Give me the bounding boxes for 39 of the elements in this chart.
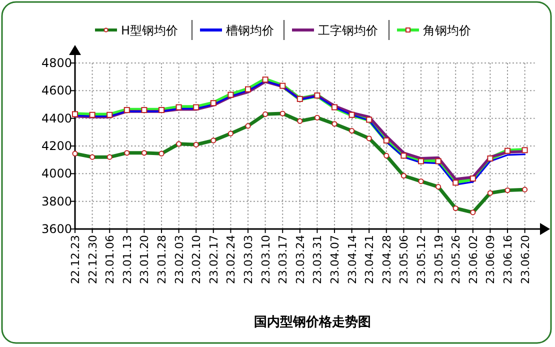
y-tick-label: 4800 (41, 56, 72, 70)
x-tick-label: 23.03.17 (276, 235, 290, 284)
x-tick-label: 22.12.23 (69, 235, 82, 284)
x-tick-label: 23.06.02 (466, 235, 480, 284)
x-tick-label: 23.06.20 (518, 235, 532, 284)
x-tick-label: 23.03.24 (294, 235, 307, 284)
y-tick-label: 4200 (41, 139, 72, 153)
x-tick-label: 23.05.12 (415, 235, 428, 284)
y-tick-label: 4400 (41, 111, 72, 126)
x-tick-label: 23.03.03 (242, 235, 255, 284)
text: 国内型钢价格走势图 (254, 314, 371, 330)
x-tick-label: 23.02.24 (224, 235, 238, 284)
x-tick-label: 23.01.06 (104, 235, 117, 284)
legend-label: 槽钢均价 (226, 24, 274, 38)
y-tick-label: 4600 (41, 84, 72, 98)
y-tick-label: 3800 (41, 194, 72, 208)
x-tick-label: 23.04.14 (346, 235, 359, 284)
x-tick-label: 23.02.03 (172, 235, 186, 284)
legend-label: 工字钢均价 (318, 24, 378, 38)
x-tick-label: 23.03.10 (259, 235, 272, 284)
x-tick-label: 23.05.19 (432, 235, 446, 284)
y-tick-label: 4000 (41, 166, 72, 181)
x-tick-label: 23.05.26 (450, 235, 463, 284)
x-tick-label: 23.02.10 (190, 235, 204, 284)
x-tick-label: 23.01.13 (120, 235, 134, 284)
x-tick-label: 23.03.31 (311, 235, 324, 284)
legend-label: 角钢均价 (423, 24, 471, 38)
y-tick-label: 3600 (41, 222, 72, 236)
x-tick-label: 23.06.16 (502, 235, 514, 284)
x-tick-label: 23.04.07 (328, 235, 342, 284)
x-tick-label: 23.01.20 (138, 235, 152, 284)
x-tick-label: 23.04.21 (363, 235, 376, 284)
legend-label: H型钢均价 (121, 24, 178, 38)
x-tick-label: 23.06.09 (484, 235, 498, 284)
x-tick-label: 23.04.28 (380, 235, 394, 284)
x-tick-label: 23.02.17 (207, 235, 220, 284)
x-tick-label: 22.12.30 (86, 235, 100, 284)
x-tick-label: 23.01.28 (156, 235, 168, 284)
x-tick-label: 23.05.06 (398, 235, 411, 284)
